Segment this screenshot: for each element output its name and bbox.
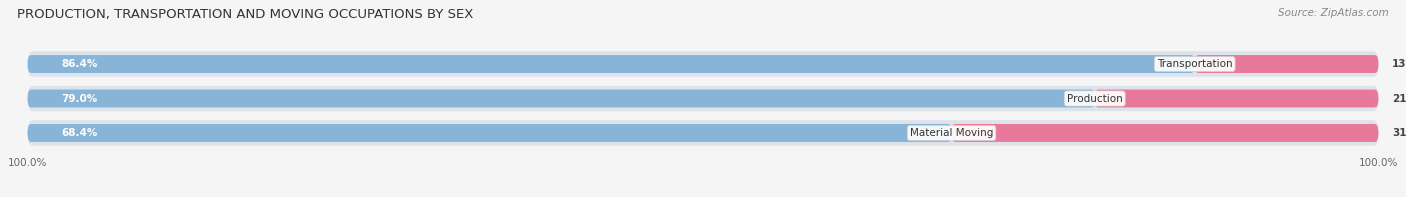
FancyBboxPatch shape: [28, 120, 1378, 146]
Text: PRODUCTION, TRANSPORTATION AND MOVING OCCUPATIONS BY SEX: PRODUCTION, TRANSPORTATION AND MOVING OC…: [17, 8, 474, 21]
FancyBboxPatch shape: [28, 90, 1095, 108]
Text: Material Moving: Material Moving: [910, 128, 993, 138]
Text: Transportation: Transportation: [1157, 59, 1233, 69]
Text: 13.6%: 13.6%: [1392, 59, 1406, 69]
FancyBboxPatch shape: [28, 51, 1378, 77]
FancyBboxPatch shape: [28, 124, 952, 142]
Text: 86.4%: 86.4%: [62, 59, 97, 69]
Text: Production: Production: [1067, 94, 1122, 103]
FancyBboxPatch shape: [28, 86, 1378, 111]
Text: 21.0%: 21.0%: [1392, 94, 1406, 103]
FancyBboxPatch shape: [952, 124, 1378, 142]
Text: Source: ZipAtlas.com: Source: ZipAtlas.com: [1278, 8, 1389, 18]
FancyBboxPatch shape: [28, 55, 1195, 73]
FancyBboxPatch shape: [1095, 90, 1378, 108]
Text: 68.4%: 68.4%: [62, 128, 97, 138]
Text: 31.6%: 31.6%: [1392, 128, 1406, 138]
FancyBboxPatch shape: [1195, 55, 1378, 73]
Text: 79.0%: 79.0%: [62, 94, 97, 103]
